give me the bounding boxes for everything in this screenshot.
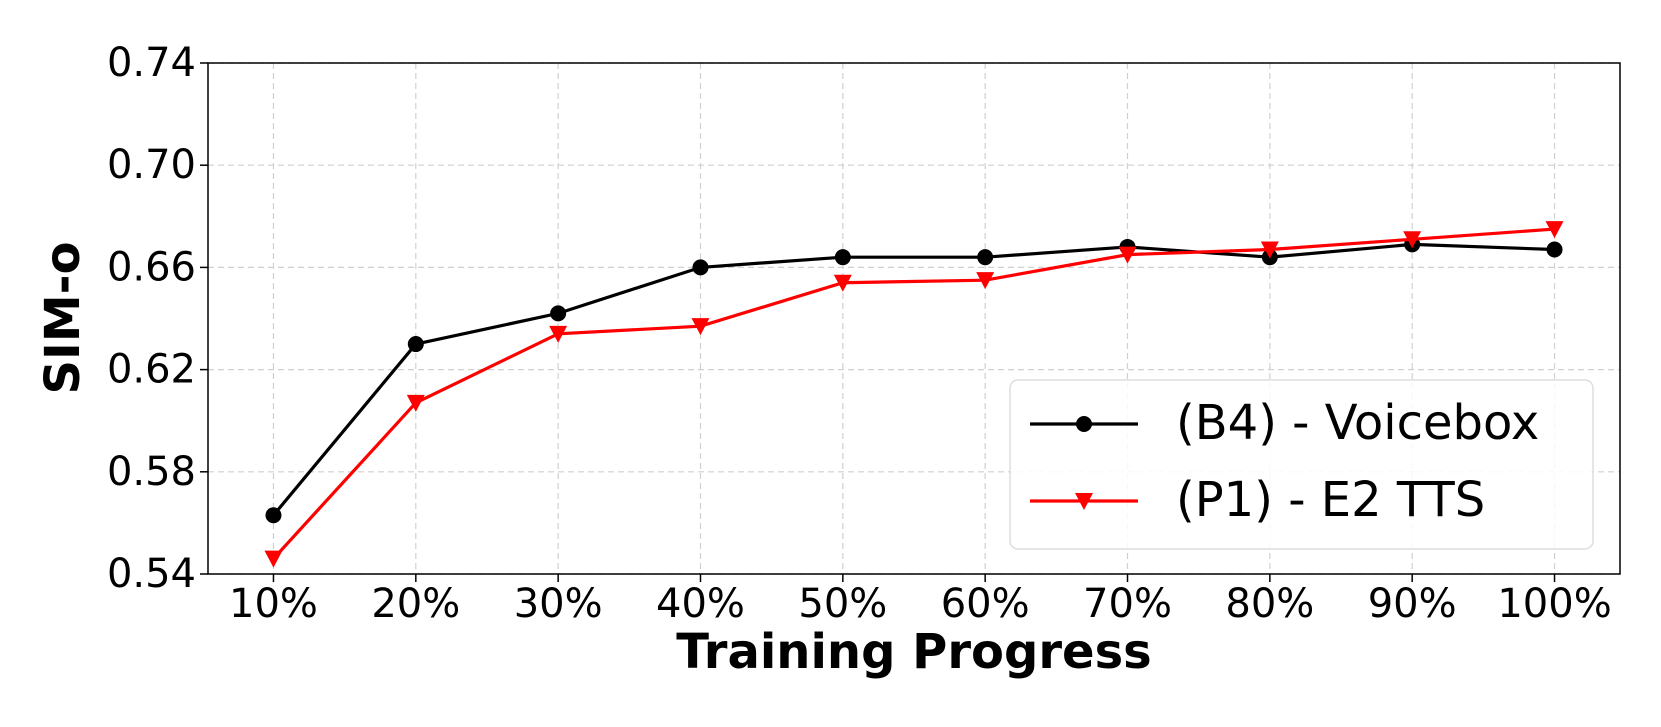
marker bbox=[834, 249, 851, 266]
y-tick-label: 0.66 bbox=[107, 244, 196, 290]
marker bbox=[407, 336, 424, 353]
marker bbox=[549, 325, 568, 343]
marker bbox=[406, 394, 425, 412]
legend-box bbox=[1009, 379, 1594, 550]
marker bbox=[691, 318, 710, 336]
legend-label: (B4) - Voicebox bbox=[1176, 395, 1539, 451]
y-tick-label: 0.54 bbox=[107, 551, 196, 597]
x-axis-label: Training Progress bbox=[676, 624, 1151, 680]
legend-label: (P1) - E2 TTS bbox=[1176, 472, 1485, 528]
marker bbox=[550, 305, 567, 322]
marker bbox=[1403, 231, 1422, 249]
y-tick-label: 0.62 bbox=[107, 347, 196, 393]
marker bbox=[833, 274, 852, 292]
marker bbox=[976, 272, 995, 290]
marker bbox=[1546, 241, 1563, 258]
x-tick-label: 100% bbox=[1497, 581, 1611, 627]
plot-frame bbox=[207, 62, 1621, 575]
x-tick-label: 50% bbox=[798, 581, 887, 627]
x-tick-label: 60% bbox=[941, 581, 1030, 627]
marker bbox=[692, 259, 709, 276]
marker bbox=[264, 550, 283, 568]
x-tick-label: 40% bbox=[656, 581, 745, 627]
y-tick-label: 0.70 bbox=[107, 142, 196, 188]
x-tick-label: 20% bbox=[371, 581, 460, 627]
marker bbox=[1118, 246, 1137, 264]
marker bbox=[265, 507, 282, 524]
marker bbox=[977, 249, 994, 266]
x-tick-label: 80% bbox=[1225, 581, 1314, 627]
legend-marker bbox=[1076, 416, 1092, 432]
x-tick-label: 70% bbox=[1083, 581, 1172, 627]
y-axis-label: SIM-o bbox=[35, 241, 91, 394]
line bbox=[272, 242, 1555, 517]
x-tick-label: 10% bbox=[229, 581, 318, 627]
marker bbox=[1545, 221, 1564, 239]
legend-marker bbox=[1075, 493, 1093, 510]
x-tick-label: 90% bbox=[1368, 581, 1457, 627]
x-tick-label: 30% bbox=[514, 581, 603, 627]
line bbox=[272, 227, 1555, 560]
marker bbox=[1260, 241, 1279, 259]
y-tick-label: 0.74 bbox=[107, 40, 196, 86]
y-tick-label: 0.58 bbox=[107, 449, 196, 495]
